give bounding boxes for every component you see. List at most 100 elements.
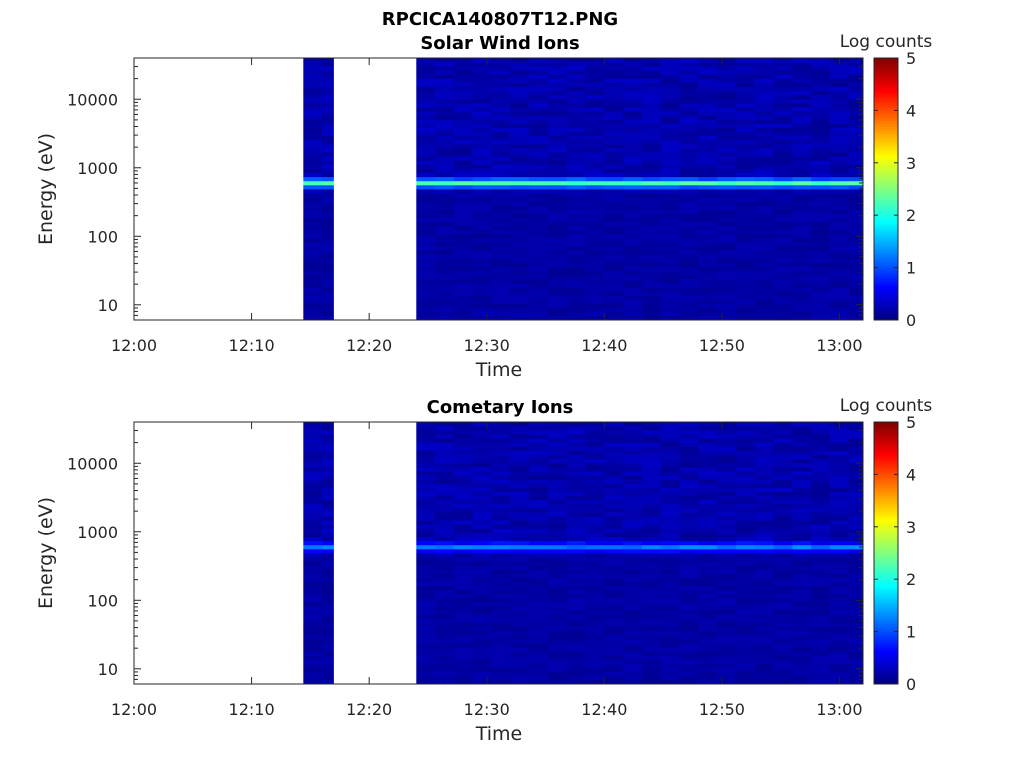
heatmap-cell [848, 442, 864, 447]
heatmap-cell [435, 270, 455, 276]
heatmap-cell [623, 270, 643, 276]
heatmap-cell [698, 168, 718, 174]
heatmap-cell [641, 679, 662, 685]
heatmap-cell [510, 446, 530, 452]
heatmap-cell [416, 618, 436, 623]
heatmap-cell [660, 483, 680, 488]
heatmap-cell [717, 221, 737, 227]
heatmap-cell [547, 82, 568, 88]
heatmap-cell [623, 242, 643, 247]
heatmap-cell [453, 630, 474, 636]
heatmap-cell [792, 573, 812, 578]
heatmap-cell [660, 458, 680, 464]
heatmap-cell [754, 291, 775, 296]
heatmap-cell [717, 430, 737, 435]
heatmap-cell [792, 561, 812, 566]
heatmap-cell [529, 254, 549, 259]
heatmap-cell [641, 630, 662, 636]
heatmap-cell [848, 565, 864, 570]
heatmap-cell [491, 168, 511, 174]
heatmap-cell [566, 184, 586, 190]
heatmap-cell [453, 266, 474, 272]
heatmap-cell [566, 606, 586, 611]
heatmap-cell [491, 156, 511, 161]
heatmap-cell [773, 303, 793, 309]
heatmap-cell [491, 262, 511, 268]
heatmap-cell [491, 254, 511, 259]
heatmap-cell [529, 512, 549, 517]
heatmap-cell [604, 315, 624, 321]
heatmap-cell [773, 160, 793, 165]
heatmap-cell [585, 671, 605, 677]
heatmap-cell [491, 467, 511, 472]
heatmap-cell [848, 180, 864, 186]
heatmap-cell [754, 156, 775, 161]
heatmap-cell [830, 287, 850, 292]
heatmap-cell [754, 160, 775, 165]
heatmap-cell [547, 94, 568, 100]
heatmap-cell [698, 626, 718, 632]
heatmap-cell [792, 540, 812, 546]
heatmap-cell [792, 246, 812, 251]
heatmap-cell [660, 467, 680, 472]
heatmap-cell [322, 58, 342, 63]
heatmap-cell [641, 58, 662, 63]
heatmap-cell [830, 520, 850, 525]
y-tick-label: 10000 [67, 454, 118, 473]
heatmap-cell [585, 573, 605, 578]
heatmap-cell [416, 626, 436, 632]
colorbar-segment [874, 513, 898, 517]
heatmap-cell [623, 630, 643, 636]
colorbar-segment [874, 99, 898, 104]
heatmap-cell [585, 127, 605, 133]
heatmap-cell [792, 189, 812, 194]
heatmap-cell [453, 606, 474, 611]
heatmap-cell [641, 205, 662, 210]
heatmap-cell [604, 164, 624, 169]
heatmap-cell [623, 168, 643, 174]
heatmap-cell [472, 225, 492, 231]
heatmap-cell [792, 593, 812, 599]
heatmap-cell [529, 78, 549, 83]
heatmap-cell [547, 180, 568, 186]
heatmap-cell [811, 307, 831, 313]
heatmap-cell [585, 483, 605, 488]
heatmap-cell [529, 483, 549, 488]
colorbar-segment [874, 524, 898, 528]
heatmap-cell [830, 569, 850, 574]
heatmap-cell [416, 180, 436, 186]
heatmap-cell [623, 131, 643, 137]
heatmap-cell [660, 283, 680, 288]
heatmap-cell [792, 143, 812, 149]
heatmap-cell [322, 180, 342, 186]
heatmap-cell [623, 315, 643, 321]
heatmap-cell [811, 148, 831, 153]
heatmap-cell [830, 172, 850, 178]
heatmap-cell [717, 148, 737, 153]
heatmap-cell [547, 446, 568, 452]
colorbar-segment [874, 508, 898, 512]
heatmap-cell [830, 553, 850, 558]
heatmap-cell [566, 229, 586, 235]
heatmap-cell [773, 123, 793, 128]
heatmap-cell [848, 520, 864, 525]
colorbar-segment [874, 545, 898, 549]
heatmap-cell [773, 512, 793, 517]
heatmap-cell [453, 655, 474, 660]
heatmap-cell [491, 205, 511, 210]
heatmap-cell [623, 593, 643, 599]
heatmap-cell [510, 274, 530, 280]
heatmap-cell [754, 184, 775, 190]
heatmap-cell [754, 266, 775, 272]
heatmap-cell [510, 160, 530, 165]
heatmap-cell [679, 311, 699, 317]
heatmap-cell [660, 238, 680, 243]
colorbar-segment [874, 655, 898, 659]
heatmap-cell [736, 675, 756, 681]
heatmap-cell [623, 565, 643, 570]
heatmap-cell [754, 573, 775, 578]
heatmap-cell [698, 66, 718, 71]
colorbar-label: Log counts [840, 32, 933, 52]
heatmap-cell [453, 626, 474, 632]
